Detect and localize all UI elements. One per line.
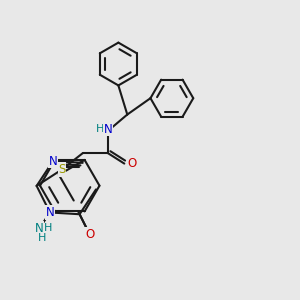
- Text: H: H: [95, 124, 104, 134]
- Text: O: O: [85, 228, 94, 241]
- Text: H: H: [44, 223, 52, 233]
- Text: N: N: [35, 222, 44, 235]
- Text: S: S: [58, 163, 66, 176]
- Text: N: N: [49, 154, 57, 168]
- Text: N: N: [103, 123, 112, 136]
- Text: N: N: [46, 206, 54, 219]
- Text: O: O: [127, 157, 136, 170]
- Text: H: H: [38, 233, 46, 244]
